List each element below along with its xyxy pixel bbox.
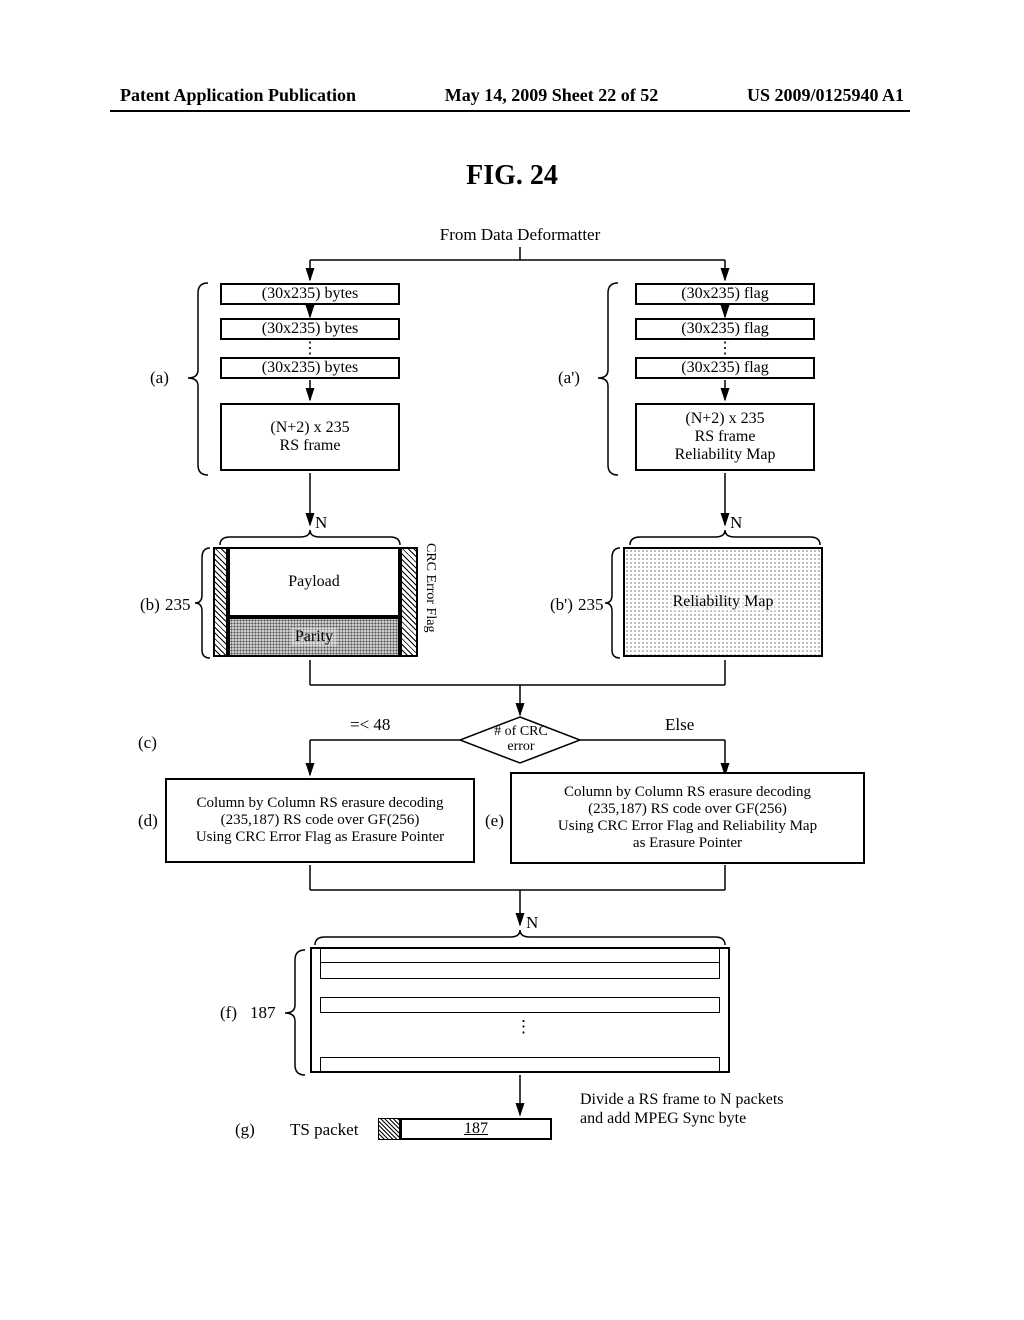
label-f: (f): [220, 1003, 237, 1023]
label-a: (a): [150, 368, 169, 388]
f-row-3: [320, 997, 720, 1013]
svg-text:⋮: ⋮: [717, 340, 733, 357]
g-note: Divide a RS frame to N packets and add M…: [580, 1090, 784, 1128]
header-left: Patent Application Publication: [120, 85, 356, 106]
from-deformatter-label: From Data Deformatter: [400, 225, 640, 245]
b-235: 235: [165, 595, 191, 615]
d-box: Column by Column RS erasure decoding (23…: [165, 778, 475, 863]
bp-reliability-map: Reliability Map: [623, 547, 823, 657]
ap-row-2: (30x235) flag: [635, 318, 815, 340]
f-row-2: [320, 963, 720, 979]
b-crc-flag: [400, 547, 418, 657]
page-header: Patent Application Publication May 14, 2…: [0, 85, 1024, 106]
ap-row-3: (30x235) flag: [635, 357, 815, 379]
ap-row-1: (30x235) flag: [635, 283, 815, 305]
label-d: (d): [138, 811, 158, 831]
bp-235: 235: [578, 595, 604, 615]
svg-text:⋮: ⋮: [302, 340, 318, 357]
b-n: N: [315, 513, 327, 533]
bp-n: N: [730, 513, 742, 533]
label-ap: (a'): [558, 368, 580, 388]
g-ts: TS packet: [290, 1120, 358, 1140]
a-row-3: (30x235) bytes: [220, 357, 400, 379]
g-187: 187: [400, 1118, 552, 1140]
c-diamond: # of CRC error: [483, 724, 559, 755]
a-row-2: (30x235) bytes: [220, 318, 400, 340]
c-right: Else: [665, 715, 694, 735]
e-box: Column by Column RS erasure decoding (23…: [510, 772, 865, 864]
diagram-container: From Data Deformatter ⋮ ⋮: [140, 225, 900, 1225]
header-center: May 14, 2009 Sheet 22 of 52: [445, 85, 658, 106]
b-parity: Parity: [228, 617, 400, 657]
label-b: (b): [140, 595, 160, 615]
label-g: (g): [235, 1120, 255, 1140]
label-e: (e): [485, 811, 504, 831]
f-vdots: ⋮: [515, 1017, 532, 1037]
b-payload: Payload: [228, 547, 400, 617]
ap-frame: (N+2) x 235 RS frame Reliability Map: [635, 403, 815, 471]
b-hatch-left: [213, 547, 228, 657]
f-row-4: [320, 1057, 720, 1073]
a-frame: (N+2) x 235 RS frame: [220, 403, 400, 471]
label-bp: (b'): [550, 595, 573, 615]
f-row-1: [320, 947, 720, 963]
f-187: 187: [250, 1003, 276, 1023]
f-n: N: [526, 913, 538, 933]
header-right: US 2009/0125940 A1: [747, 85, 904, 106]
b-crc-label: CRC Error Flag: [422, 543, 438, 653]
figure-title: FIG. 24: [0, 160, 1024, 192]
label-c: (c): [138, 733, 157, 753]
g-sync-byte: [378, 1118, 400, 1140]
a-row-1: (30x235) bytes: [220, 283, 400, 305]
header-rule: [110, 110, 910, 112]
c-left: =< 48: [350, 715, 390, 735]
